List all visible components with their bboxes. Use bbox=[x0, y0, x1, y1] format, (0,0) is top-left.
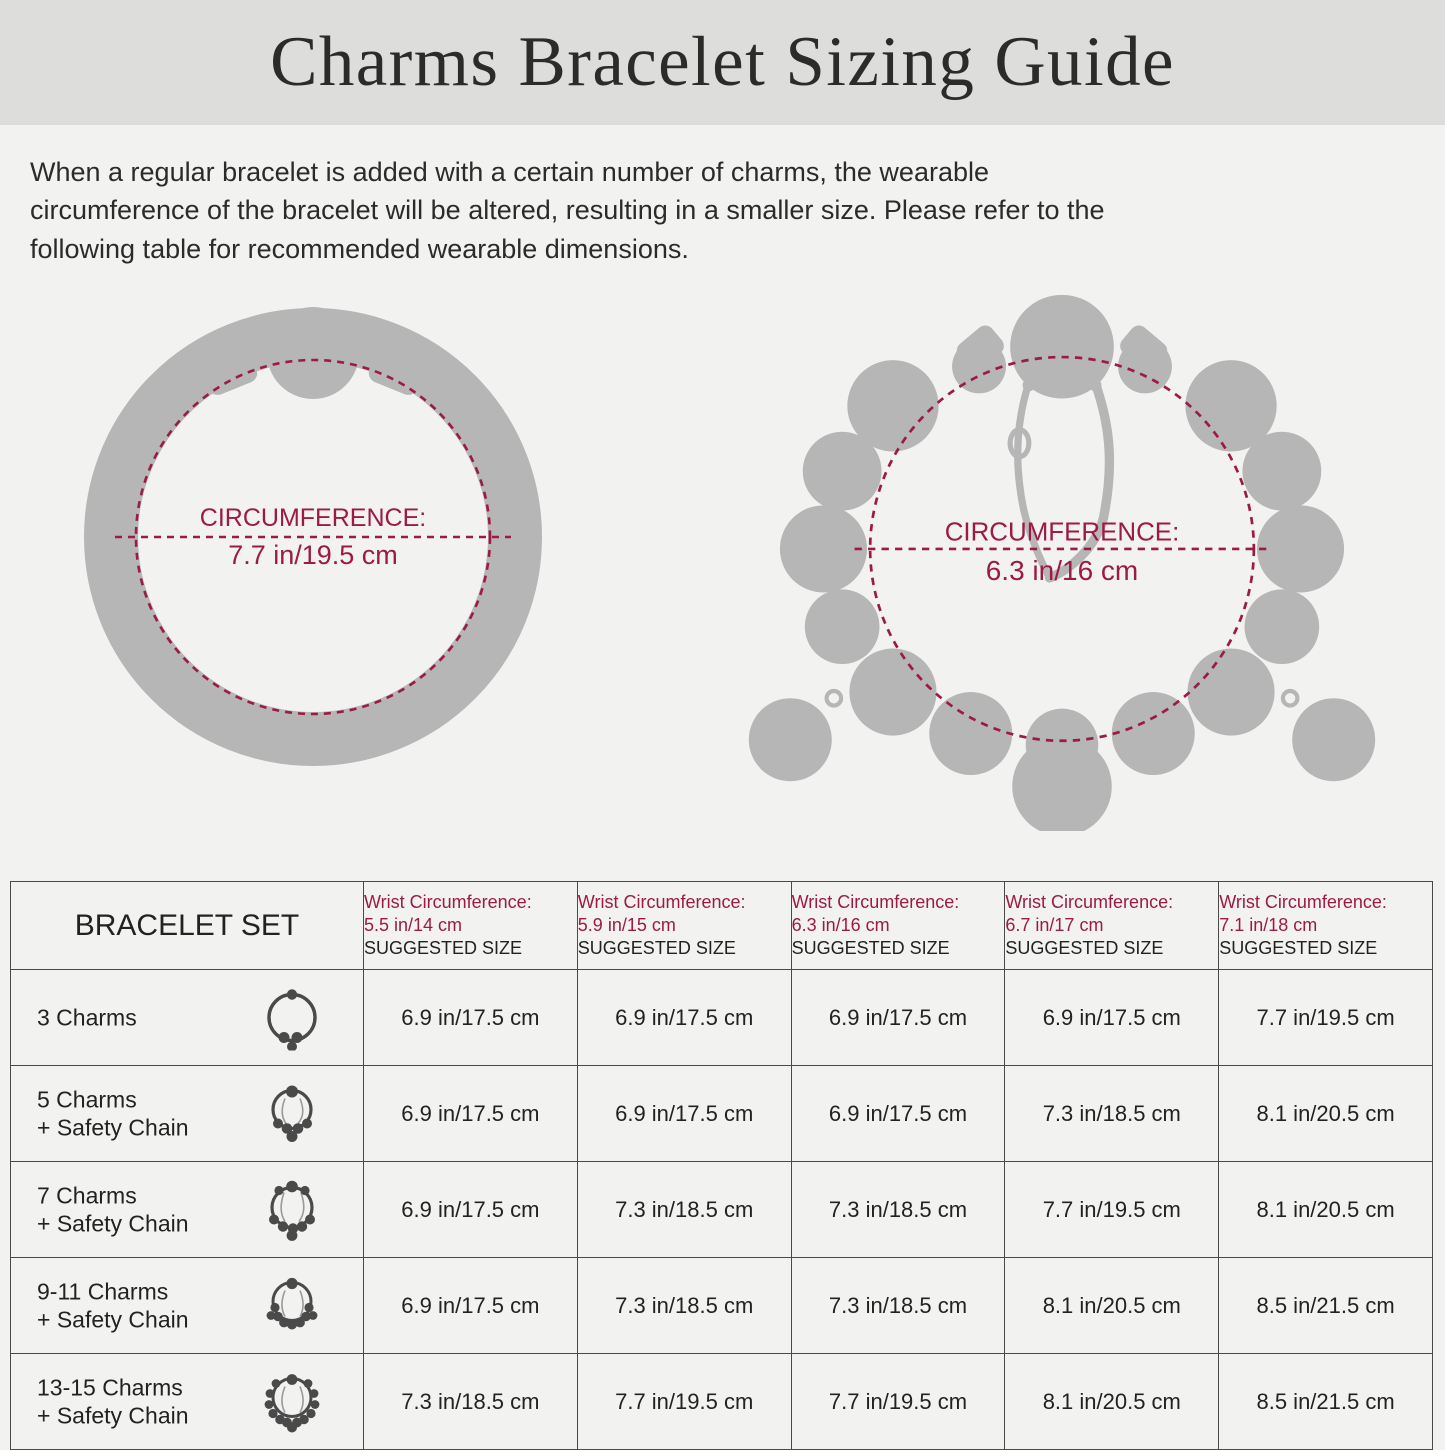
svg-text:7.7 in/19.5 cm: 7.7 in/19.5 cm bbox=[228, 540, 398, 570]
svg-text:CIRCUMFERENCE:: CIRCUMFERENCE: bbox=[200, 504, 426, 532]
svg-text:6.3 in/16 cm: 6.3 in/16 cm bbox=[986, 555, 1139, 586]
svg-text:CIRCUMFERENCE:: CIRCUMFERENCE: bbox=[945, 519, 1180, 547]
